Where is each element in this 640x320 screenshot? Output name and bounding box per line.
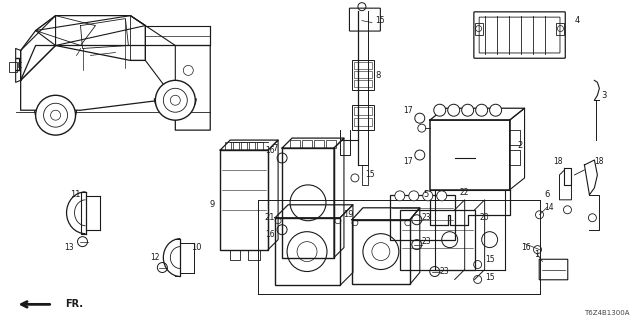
Text: 12: 12	[150, 253, 160, 262]
Text: 8: 8	[375, 71, 381, 80]
Bar	[352, 105, 374, 130]
Circle shape	[156, 80, 195, 120]
Text: 14: 14	[545, 203, 554, 212]
Bar	[354, 107, 372, 115]
Text: 2: 2	[517, 140, 522, 149]
Bar	[302, 140, 312, 148]
Bar	[225, 142, 231, 150]
Circle shape	[436, 191, 447, 201]
Text: 23: 23	[422, 213, 431, 222]
Bar	[233, 142, 239, 150]
Text: 21: 21	[265, 213, 275, 222]
Bar	[314, 140, 324, 148]
Text: 16: 16	[266, 146, 275, 155]
Bar	[352, 220, 410, 284]
Circle shape	[423, 191, 433, 201]
Circle shape	[36, 95, 76, 135]
Text: 5: 5	[423, 190, 428, 199]
Bar	[354, 62, 372, 69]
Text: 13: 13	[64, 243, 74, 252]
Circle shape	[395, 191, 405, 201]
Bar	[430, 120, 509, 190]
Text: 1: 1	[534, 250, 539, 259]
Bar	[241, 142, 247, 150]
Text: 18: 18	[553, 157, 562, 166]
Circle shape	[476, 104, 488, 116]
Bar	[352, 60, 374, 90]
Bar	[390, 195, 454, 240]
Text: T6Z4B1300A: T6Z4B1300A	[584, 310, 629, 316]
Text: 17: 17	[403, 106, 413, 115]
Text: 7: 7	[273, 144, 278, 153]
Bar	[220, 150, 268, 250]
Bar	[557, 23, 564, 35]
Text: 22: 22	[460, 188, 469, 197]
Bar	[9, 62, 17, 72]
Text: FR.: FR.	[65, 300, 84, 309]
Text: 4: 4	[575, 16, 580, 25]
Bar	[275, 218, 340, 285]
Bar	[354, 71, 372, 78]
Bar	[400, 210, 475, 269]
Bar	[326, 140, 336, 148]
Text: 11: 11	[70, 190, 81, 199]
Bar	[475, 23, 483, 35]
Text: 3: 3	[602, 91, 607, 100]
Bar	[290, 140, 300, 148]
Text: 15: 15	[375, 16, 385, 25]
Circle shape	[434, 104, 445, 116]
Bar	[354, 80, 372, 87]
Text: 16: 16	[521, 243, 531, 252]
Text: 23: 23	[422, 237, 431, 246]
Circle shape	[490, 104, 502, 116]
Circle shape	[461, 104, 474, 116]
Text: 15: 15	[365, 171, 374, 180]
Bar	[249, 142, 255, 150]
Circle shape	[409, 191, 419, 201]
Text: 16: 16	[266, 230, 275, 239]
Text: 10: 10	[191, 243, 202, 252]
Text: 19: 19	[342, 210, 353, 219]
Text: 20: 20	[480, 213, 490, 222]
Text: 6: 6	[545, 190, 550, 199]
Text: 9: 9	[210, 200, 215, 209]
Bar	[257, 142, 263, 150]
Text: 15: 15	[485, 255, 495, 264]
Text: 23: 23	[440, 267, 449, 276]
Circle shape	[448, 104, 460, 116]
Text: 15: 15	[485, 273, 495, 282]
Bar	[354, 118, 372, 126]
Text: 18: 18	[595, 157, 604, 166]
Text: 17: 17	[403, 157, 413, 166]
Bar	[282, 148, 334, 258]
